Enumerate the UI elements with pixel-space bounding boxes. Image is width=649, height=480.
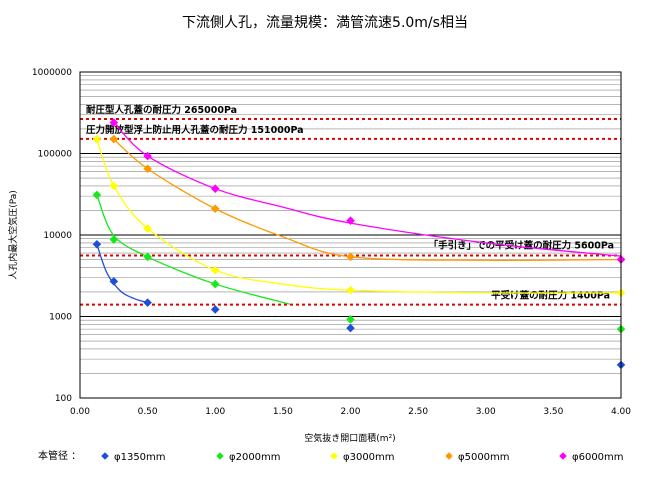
x-tick-label: 0.50 xyxy=(138,407,158,417)
data-point xyxy=(109,277,119,286)
trend-line xyxy=(96,194,290,305)
data-point xyxy=(143,151,152,161)
data-point xyxy=(210,204,220,214)
legend-label: φ3000mm xyxy=(343,452,395,463)
y-axis-label: 人孔内最大空気圧(Pa) xyxy=(7,190,19,280)
trend-line xyxy=(113,122,622,257)
reference-lines: 耐圧型人孔蓋の耐圧力 265000Pa 圧力開放型浮上防止用人孔蓋の耐圧力 151… xyxy=(80,104,621,306)
legend-marker xyxy=(101,452,109,460)
data-point xyxy=(346,216,355,225)
x-tick-label: 0.00 xyxy=(70,407,90,417)
x-tick-label: 1.00 xyxy=(205,407,225,417)
data-point xyxy=(210,265,220,275)
data-point xyxy=(143,252,152,262)
legend-label: φ5000mm xyxy=(458,452,510,463)
x-axis-label: 空気抜き開口面積(m²) xyxy=(304,432,395,444)
reference-line-label: 耐圧型人孔蓋の耐圧力 265000Pa xyxy=(86,104,237,116)
data-point xyxy=(210,279,220,289)
y-tick-label: 1000000 xyxy=(32,68,72,78)
x-tick-label: 1.50 xyxy=(273,407,293,417)
x-tick-labels: 0.00 0.50 1.00 1.50 2.00 2.50 3.00 3.50 4.00 xyxy=(70,407,631,417)
data-point xyxy=(92,190,102,200)
data-point xyxy=(109,118,119,127)
data-point xyxy=(346,252,355,262)
legend: 本管径 ： φ1350mm φ2000mm φ3000mm φ5000mm φ6000m… xyxy=(38,449,624,463)
data-point xyxy=(109,134,119,144)
chart-title: 下流側人孔，流量規模：満管流速5.0m/s相当 xyxy=(182,15,468,31)
reference-line-label: 「手引き」での平受け蓋の耐圧力 5600Pa xyxy=(429,240,614,252)
y-tick-label: 10000 xyxy=(43,231,72,241)
legend-marker xyxy=(216,452,224,460)
x-tick-label: 3.00 xyxy=(476,407,496,417)
data-points xyxy=(92,118,626,370)
legend-title: 本管径 ： xyxy=(38,449,81,462)
data-point xyxy=(346,315,355,324)
legend-label: φ2000mm xyxy=(229,452,281,463)
data-point xyxy=(92,239,102,249)
data-point xyxy=(109,235,119,244)
trend-line xyxy=(113,138,622,262)
data-point xyxy=(143,224,152,233)
legend-label: φ6000mm xyxy=(572,452,624,463)
legend-marker xyxy=(559,452,567,460)
trend-line xyxy=(96,138,622,294)
x-tick-label: 2.00 xyxy=(340,407,360,417)
y-tick-labels: 100 1000 10000 100000 1000000 xyxy=(32,68,72,404)
data-point xyxy=(92,134,102,144)
y-tick-label: 100000 xyxy=(38,150,73,160)
data-point xyxy=(143,298,152,307)
trend-lines xyxy=(96,122,622,305)
data-point xyxy=(210,184,220,193)
reference-line-label: 圧力開放型浮上防止用人孔蓋の耐圧力 151000Pa xyxy=(86,124,304,136)
y-tick-label: 1000 xyxy=(49,313,72,323)
legend-label: φ1350mm xyxy=(114,452,166,463)
data-point xyxy=(210,305,220,314)
data-point xyxy=(143,164,152,174)
x-tick-label: 4.00 xyxy=(611,407,631,417)
reference-line-label: 平受け蓋の耐圧力 1400Pa xyxy=(491,290,610,302)
y-tick-label: 100 xyxy=(55,394,72,404)
legend-marker xyxy=(330,452,338,460)
x-tick-label: 3.50 xyxy=(543,407,563,417)
plot-frame xyxy=(79,71,622,399)
data-point xyxy=(346,323,355,333)
legend-marker xyxy=(445,452,453,460)
x-tick-label: 2.50 xyxy=(408,407,428,417)
data-point xyxy=(346,285,355,295)
trend-line xyxy=(96,244,148,304)
data-point xyxy=(109,181,119,191)
